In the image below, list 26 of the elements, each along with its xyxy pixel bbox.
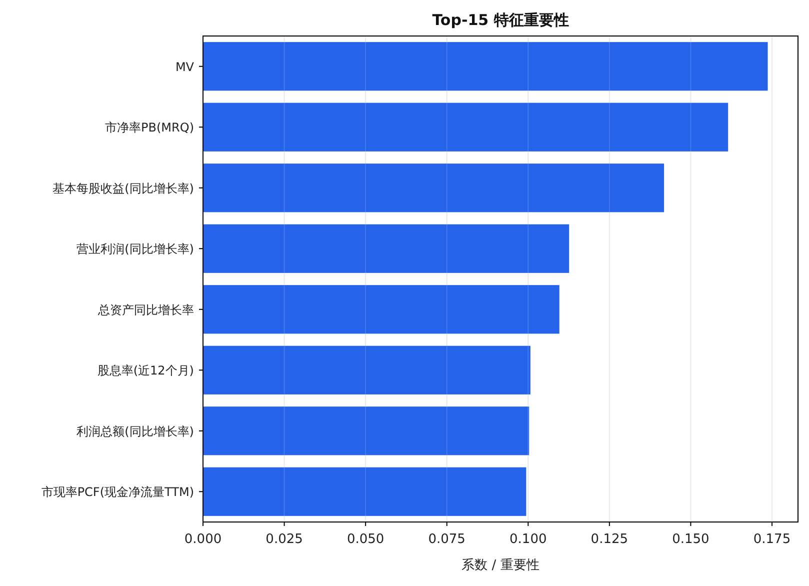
x-tick-label: 0.050 bbox=[346, 532, 384, 547]
y-tick-label: 营业利润(同比增长率) bbox=[76, 242, 194, 256]
bar bbox=[203, 224, 570, 273]
x-tick-label: 0.150 bbox=[672, 532, 710, 547]
y-tick-label: 总资产同比增长率 bbox=[97, 302, 194, 317]
x-tick-label: 0.100 bbox=[510, 532, 547, 547]
x-tick-label: 0.000 bbox=[184, 532, 222, 547]
x-tick-label: 0.175 bbox=[753, 532, 791, 547]
bar bbox=[203, 467, 526, 516]
bar bbox=[203, 285, 560, 334]
x-tick-label: 0.125 bbox=[590, 532, 628, 547]
bar bbox=[203, 164, 664, 212]
bar bbox=[203, 102, 728, 152]
y-tick-label: 市现率PCF(现金净流量TTM) bbox=[41, 485, 194, 500]
x-axis-title: 系数 / 重要性 bbox=[462, 558, 540, 573]
y-tick-label: 股息率(近12个月) bbox=[97, 364, 194, 378]
bar bbox=[203, 42, 768, 91]
bar bbox=[203, 346, 530, 394]
y-tick-label: MV bbox=[175, 60, 195, 74]
y-tick-label: 市净率PB(MRQ) bbox=[105, 120, 194, 135]
x-tick-label: 0.075 bbox=[428, 532, 466, 547]
x-tick-label: 0.025 bbox=[266, 532, 303, 547]
y-tick-label: 基本每股收益(同比增长率) bbox=[52, 181, 194, 196]
y-tick-label: 利润总额(同比增长率) bbox=[76, 424, 194, 438]
chart-title: Top-15 特征重要性 bbox=[432, 11, 569, 29]
bar bbox=[203, 406, 530, 456]
